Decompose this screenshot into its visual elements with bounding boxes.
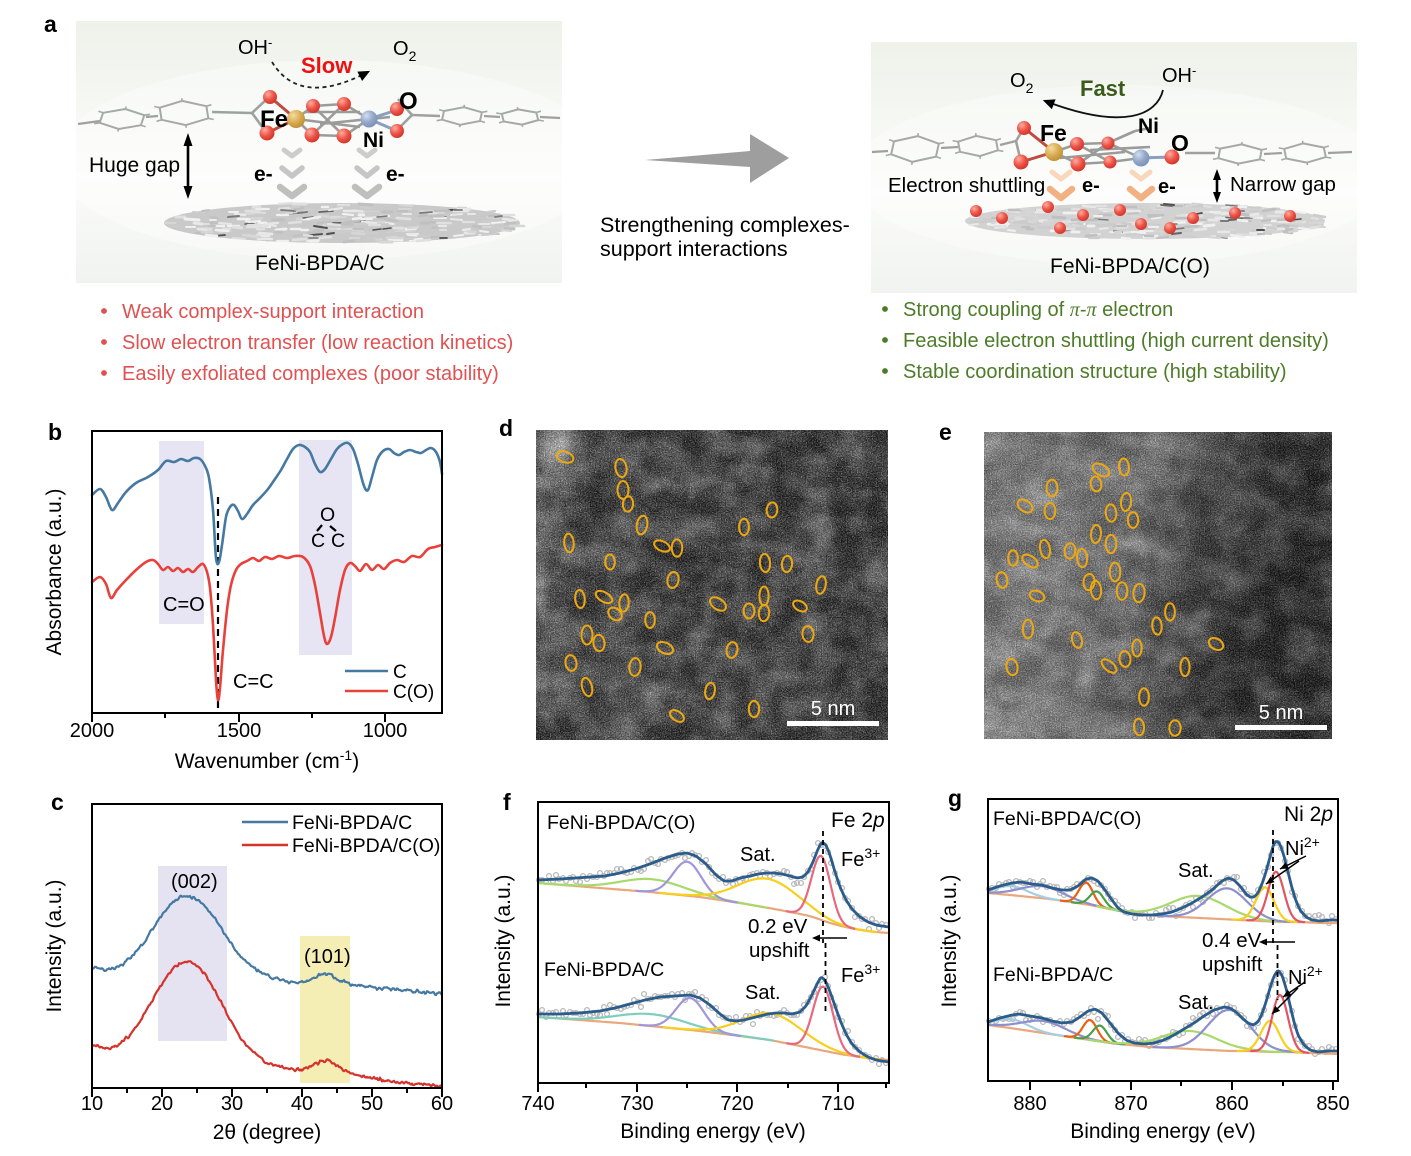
svg-text:OH-: OH- (238, 35, 272, 59)
svg-text:Fast: Fast (1080, 76, 1126, 101)
svg-text:Sat.: Sat. (740, 844, 776, 866)
svg-text:50: 50 (361, 1093, 383, 1115)
svg-text:C=C: C=C (233, 671, 274, 693)
svg-text:Easily exfoliated complexes (p: Easily exfoliated complexes (poor stabil… (122, 363, 499, 385)
svg-text:e-: e- (254, 163, 273, 186)
svg-text:O: O (320, 504, 335, 526)
svg-text:C(O): C(O) (393, 682, 434, 703)
svg-text:10: 10 (81, 1093, 103, 1115)
svg-text:FeNi-BPDA/C: FeNi-BPDA/C (255, 252, 385, 275)
svg-text:Slow: Slow (301, 53, 353, 78)
svg-text:O: O (1171, 130, 1189, 156)
svg-text:Ni: Ni (363, 129, 384, 152)
svg-text:FeNi-BPDA/C(O): FeNi-BPDA/C(O) (993, 808, 1141, 830)
svg-text:e: e (939, 419, 952, 445)
svg-text:720: 720 (720, 1093, 753, 1115)
svg-text:FeNi-BPDA/C(O): FeNi-BPDA/C(O) (292, 835, 440, 857)
svg-text:730: 730 (620, 1093, 653, 1115)
svg-text:FeNi-BPDA/C: FeNi-BPDA/C (993, 964, 1113, 986)
svg-text:40: 40 (291, 1093, 313, 1115)
svg-text:Sat.: Sat. (1178, 992, 1214, 1014)
svg-text:Sat.: Sat. (1178, 860, 1214, 882)
svg-text:Intensity (a.u.): Intensity (a.u.) (938, 874, 961, 1007)
svg-text:Strengthening complexes-: Strengthening complexes- (600, 213, 850, 237)
svg-text:0.4 eV: 0.4 eV (1202, 929, 1262, 952)
svg-text:Ni: Ni (1138, 115, 1159, 138)
svg-text:5 nm: 5 nm (1259, 702, 1303, 724)
svg-text:e-: e- (1082, 175, 1100, 197)
svg-text:860: 860 (1215, 1093, 1248, 1115)
svg-text:C: C (311, 530, 325, 552)
svg-text:OH-: OH- (1162, 63, 1196, 87)
svg-text:Sat.: Sat. (745, 982, 781, 1004)
svg-text:Binding energy (eV): Binding energy (eV) (620, 1120, 806, 1143)
svg-text:710: 710 (821, 1093, 854, 1115)
svg-text:Fe3+: Fe3+ (841, 845, 880, 871)
svg-text:d: d (499, 415, 513, 441)
svg-text:Weak complex-support interacti: Weak complex-support interaction (122, 301, 424, 323)
svg-text:740: 740 (521, 1093, 554, 1115)
svg-text:Huge gap: Huge gap (89, 154, 180, 177)
svg-text:(101): (101) (304, 946, 351, 968)
svg-text:5 nm: 5 nm (811, 698, 855, 720)
svg-text:Fe3+: Fe3+ (841, 961, 880, 987)
svg-text:880: 880 (1013, 1093, 1046, 1115)
svg-text:(002): (002) (171, 871, 218, 893)
svg-text:FeNi-BPDA/C: FeNi-BPDA/C (292, 812, 412, 834)
svg-text:g: g (948, 785, 962, 811)
svg-text:FeNi-BPDA/C(O): FeNi-BPDA/C(O) (1050, 255, 1210, 278)
svg-text:C: C (393, 662, 407, 683)
svg-text:1500: 1500 (217, 720, 262, 742)
svg-text:C: C (331, 530, 345, 552)
svg-text:30: 30 (221, 1093, 243, 1115)
svg-text:upshift: upshift (749, 939, 810, 962)
svg-text:Stable coordination structure: Stable coordination structure (high stab… (903, 361, 1287, 383)
svg-text:Ni2+: Ni2+ (1285, 834, 1320, 860)
svg-text:Fe: Fe (1040, 120, 1067, 146)
svg-text:Narrow gap: Narrow gap (1230, 173, 1336, 196)
svg-text:Fe 2p: Fe 2p (831, 809, 885, 832)
svg-text:upshift: upshift (1202, 953, 1263, 976)
svg-text:Slow electron transfer (low re: Slow electron transfer (low reaction kin… (122, 332, 513, 354)
svg-text:Intensity (a.u.): Intensity (a.u.) (492, 874, 515, 1007)
svg-text:c: c (51, 789, 64, 815)
svg-text:e-: e- (386, 163, 405, 186)
svg-text:support interactions: support interactions (600, 237, 788, 261)
svg-text:Electron shuttling: Electron shuttling (888, 174, 1045, 197)
svg-text:Binding energy (eV): Binding energy (eV) (1070, 1120, 1256, 1143)
svg-text:0.2 eV: 0.2 eV (748, 915, 808, 938)
svg-text:O: O (399, 88, 418, 115)
svg-text:20: 20 (151, 1093, 173, 1115)
svg-text:f: f (503, 789, 511, 815)
svg-text:C=O: C=O (163, 594, 205, 616)
svg-text:FeNi-BPDA/C(O): FeNi-BPDA/C(O) (547, 812, 695, 834)
svg-text:Intensity (a.u.): Intensity (a.u.) (43, 879, 66, 1012)
svg-text:60: 60 (431, 1093, 453, 1115)
svg-text:Ni 2p: Ni 2p (1284, 803, 1333, 826)
svg-text:Feasible electron shuttling (h: Feasible electron shuttling (high curren… (903, 330, 1329, 352)
svg-text:Wavenumber (cm-1): Wavenumber (cm-1) (175, 747, 359, 773)
svg-text:a: a (44, 11, 57, 37)
svg-text:b: b (48, 419, 62, 445)
svg-text:2θ (degree): 2θ (degree) (213, 1121, 322, 1144)
svg-text:850: 850 (1316, 1093, 1349, 1115)
svg-text:870: 870 (1114, 1093, 1147, 1115)
svg-text:2000: 2000 (70, 720, 115, 742)
svg-text:Fe: Fe (260, 106, 288, 133)
svg-text:Absorbance (a.u.): Absorbance (a.u.) (43, 489, 66, 656)
svg-text:1000: 1000 (363, 720, 408, 742)
svg-text:Strong coupling of π-π electro: Strong coupling of π-π electron (903, 299, 1173, 321)
svg-text:e-: e- (1158, 176, 1176, 198)
svg-text:FeNi-BPDA/C: FeNi-BPDA/C (544, 959, 664, 981)
